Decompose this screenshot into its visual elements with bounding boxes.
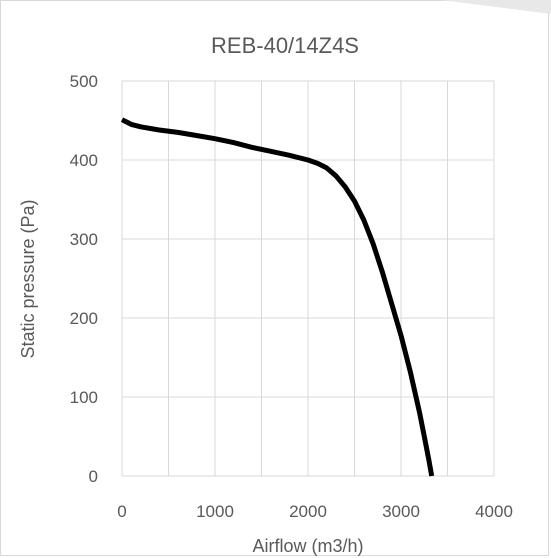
chart-title: REB-40/14Z4S	[211, 33, 359, 58]
grid-lines	[122, 81, 494, 476]
x-axis-label: Airflow (m3/h)	[252, 536, 363, 556]
x-tick-label: 4000	[475, 502, 513, 521]
tick-labels: 0 1000 2000 3000 4000 0 100 200 300 400 500	[70, 72, 513, 521]
y-tick-label: 200	[70, 309, 98, 328]
y-tick-label: 100	[70, 388, 98, 407]
x-tick-label: 0	[117, 502, 126, 521]
y-tick-label: 500	[70, 72, 98, 91]
y-tick-label: 400	[70, 151, 98, 170]
x-tick-label: 1000	[196, 502, 234, 521]
y-tick-label: 300	[70, 230, 98, 249]
y-tick-label: 0	[89, 467, 98, 486]
y-axis-label: Static pressure (Pa)	[18, 199, 38, 358]
x-tick-label: 3000	[382, 502, 420, 521]
x-tick-label: 2000	[289, 502, 327, 521]
